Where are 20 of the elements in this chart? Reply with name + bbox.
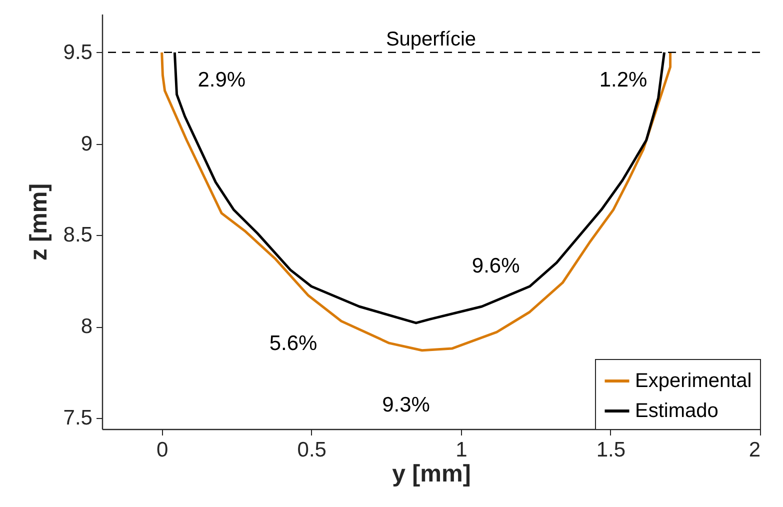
x-tick-label: 1.5: [596, 438, 626, 462]
annotation: 5.6%: [269, 332, 318, 356]
x-axis-title: y [mm]: [392, 460, 471, 488]
annotation: 9.3%: [382, 393, 430, 416]
annotation: 1.2%: [599, 68, 648, 92]
ref-line-label: Superfície: [386, 28, 476, 50]
y-tick-label: 8.5: [63, 224, 92, 247]
x-tick-label: 2: [748, 438, 760, 462]
x-tick-label: 0.5: [297, 438, 326, 462]
y-axis-title: z [mm]: [25, 183, 52, 261]
x-tick-label: 0: [156, 438, 168, 462]
y-tick-label: 9: [80, 132, 92, 156]
annotation: 2.9%: [198, 68, 246, 92]
annotation: 9.6%: [472, 254, 520, 278]
y-tick-label: 8: [80, 315, 92, 338]
legend-label: Experimental: [635, 370, 752, 392]
y-tick-label: 7.5: [63, 406, 92, 430]
x-tick-label: 1: [456, 438, 468, 462]
y-tick-label: 9.5: [63, 40, 92, 64]
legend-label: Estimado: [635, 400, 718, 422]
